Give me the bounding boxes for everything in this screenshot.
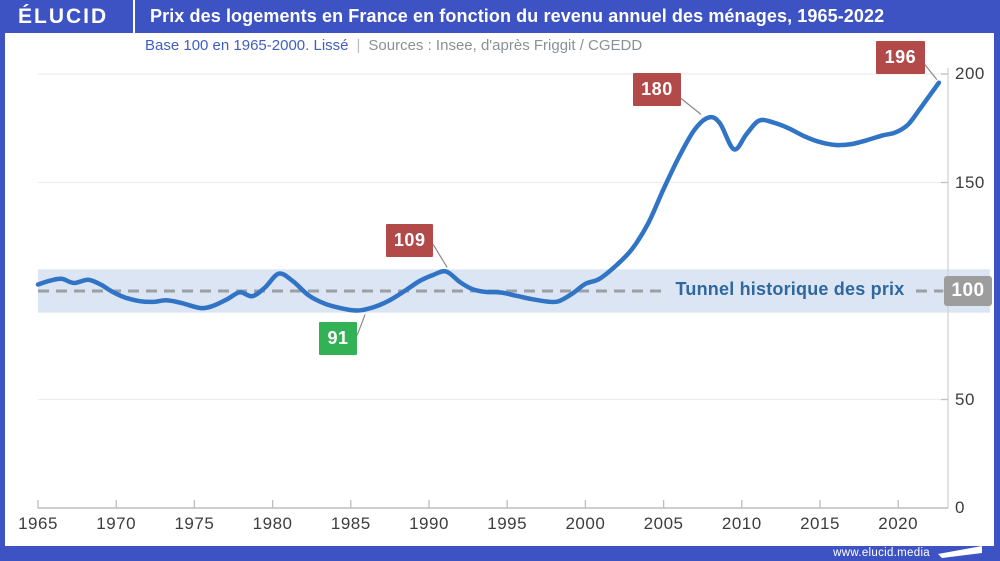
tunnel-label: Tunnel historique des prix [675,279,905,299]
y-tick-label-200: 200 [955,64,985,83]
subtitle-sources: Sources : Insee, d'après Friggit / CGEDD [368,37,643,54]
x-tick-label-1985: 1985 [330,514,371,533]
price-income-line [35,80,942,313]
annotation-connector-109 [432,244,448,268]
y-tick-label-0: 0 [955,498,965,517]
header-bar: ÉLUCID Prix des logements en France en f… [0,0,1000,33]
elucid-arrow-icon [938,534,982,558]
annotation-connector-91 [356,314,366,336]
y-tick-label-50: 50 [955,389,975,409]
x-tick-label-2010: 2010 [721,514,762,533]
footer-bar: www.elucid.media [0,534,1000,561]
x-tick-label-2020: 2020 [878,514,919,533]
y-tick-label-highlight-100: 100 [944,276,992,306]
x-tick-label-2000: 2000 [565,514,606,533]
x-tick-label-2005: 2005 [643,514,684,533]
value-badge-196: 196 [875,40,925,74]
x-tick-label-1975: 1975 [174,514,215,533]
x-tick-label-1965: 1965 [18,514,58,533]
chart-subtitle: Base 100 en 1965-2000. Lissé | Sources : I… [145,34,642,58]
value-badge-180: 180 [632,73,681,107]
header-divider [133,0,135,33]
x-tick-label-1990: 1990 [409,514,449,533]
x-tick-label-1995: 1995 [487,514,528,533]
annotation-connector-180 [680,97,702,115]
annotation-connector-196 [924,64,938,81]
page-title: Prix des logements en France en fonction… [150,6,885,26]
footer-url: www.elucid.media [833,547,930,559]
elucid-logo: ÉLUCID [18,4,109,28]
value-badge-91: 91 [319,321,358,355]
y-tick-label-150: 150 [955,172,985,192]
x-tick-label-1970: 1970 [96,514,137,533]
subtitle-separator: | [356,37,361,54]
value-badge-109: 109 [386,224,434,258]
x-tick-label-1980: 1980 [252,514,293,533]
x-tick-label-2015: 2015 [800,514,840,533]
subtitle-base-label: Base 100 en 1965-2000. Lissé [145,37,349,54]
